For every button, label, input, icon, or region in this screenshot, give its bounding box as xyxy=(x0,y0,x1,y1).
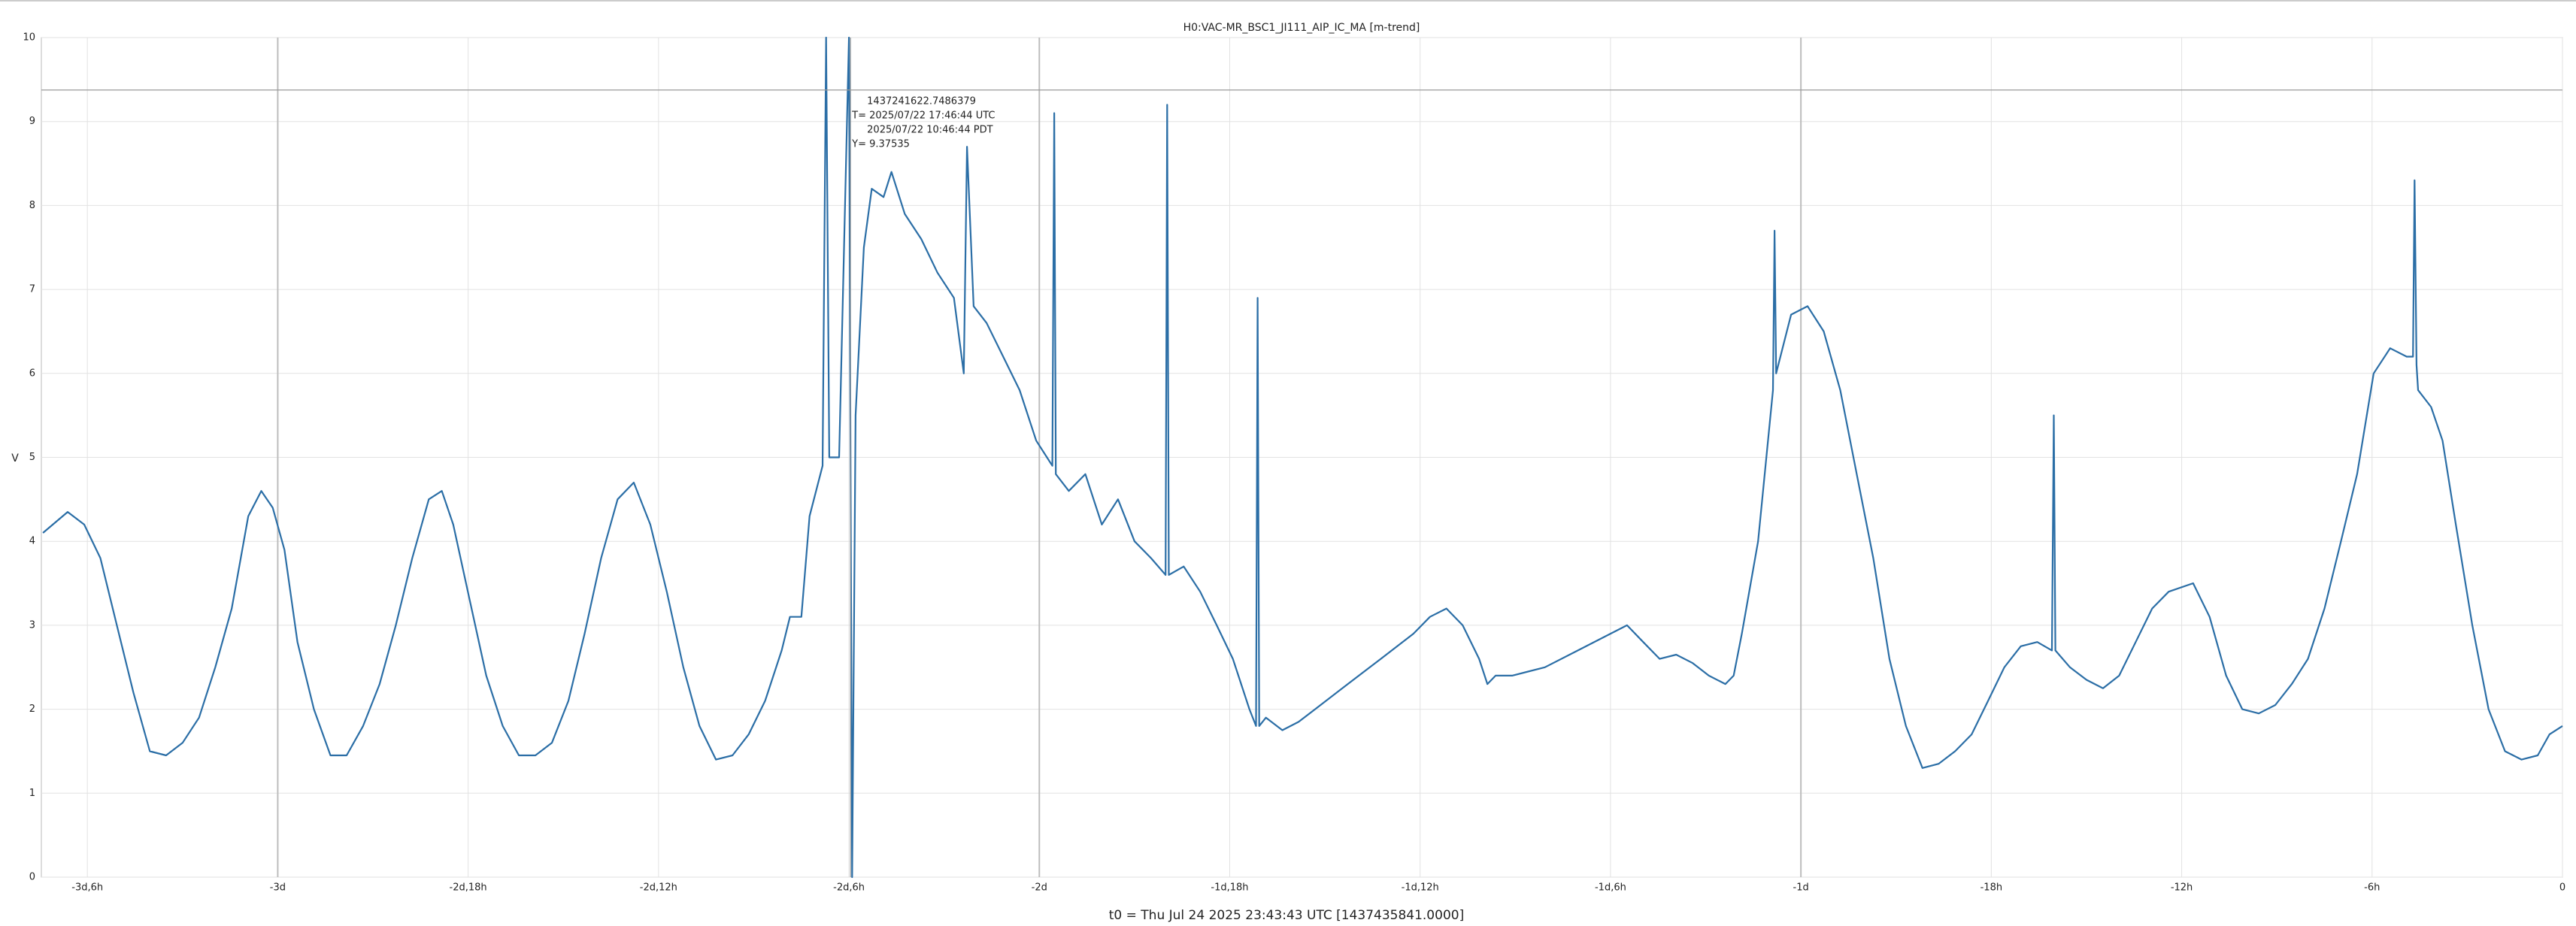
y-tick-label: 8 xyxy=(29,200,35,211)
y-tick-label: 7 xyxy=(29,284,35,295)
x-tick-label: -1d,18h xyxy=(1211,882,1248,894)
x-axis-label: t0 = Thu Jul 24 2025 23:43:43 UTC [14374… xyxy=(1109,908,1464,923)
y-axis-label: V xyxy=(11,452,19,465)
x-tick-label: -2d,6h xyxy=(833,882,865,894)
x-tick-label: -2d,12h xyxy=(640,882,677,894)
annotation-text: T= 2025/07/22 17:46:44 UTC xyxy=(851,110,995,122)
y-tick-label: 9 xyxy=(29,116,35,127)
y-tick-label: 3 xyxy=(29,619,35,631)
y-tick-label: 6 xyxy=(29,368,35,379)
y-tick-label: 2 xyxy=(29,704,35,715)
annotation-text: 1437241622.7486379 xyxy=(867,96,976,107)
annotation-text: Y= 9.37535 xyxy=(851,139,910,150)
x-tick-label: -3d xyxy=(270,882,286,894)
x-tick-label: -1d,12h xyxy=(1402,882,1439,894)
y-tick-label: 5 xyxy=(29,452,35,463)
x-tick-label: -18h xyxy=(1980,882,2002,894)
y-tick-label: 1 xyxy=(29,788,35,799)
chart-title: H0:VAC-MR_BSC1_JI111_AIP_IC_MA [m-trend] xyxy=(1183,22,1420,34)
annotation-text: 2025/07/22 10:46:44 PDT xyxy=(867,125,993,136)
x-tick-label: -12h xyxy=(2171,882,2193,894)
x-tick-label: -3d,6h xyxy=(71,882,103,894)
series-line xyxy=(42,36,2563,879)
x-tick-label: -1d,6h xyxy=(1595,882,1626,894)
y-tick-label: 0 xyxy=(29,872,35,883)
y-tick-label: 4 xyxy=(29,536,35,547)
x-tick-label: -2d xyxy=(1032,882,1047,894)
x-tick-label: -2d,18h xyxy=(450,882,487,894)
x-tick-label: -1d xyxy=(1793,882,1809,894)
x-tick-label: -6h xyxy=(2364,882,2380,894)
x-tick-label: 0 xyxy=(2559,882,2565,894)
y-tick-label: 10 xyxy=(23,32,35,44)
